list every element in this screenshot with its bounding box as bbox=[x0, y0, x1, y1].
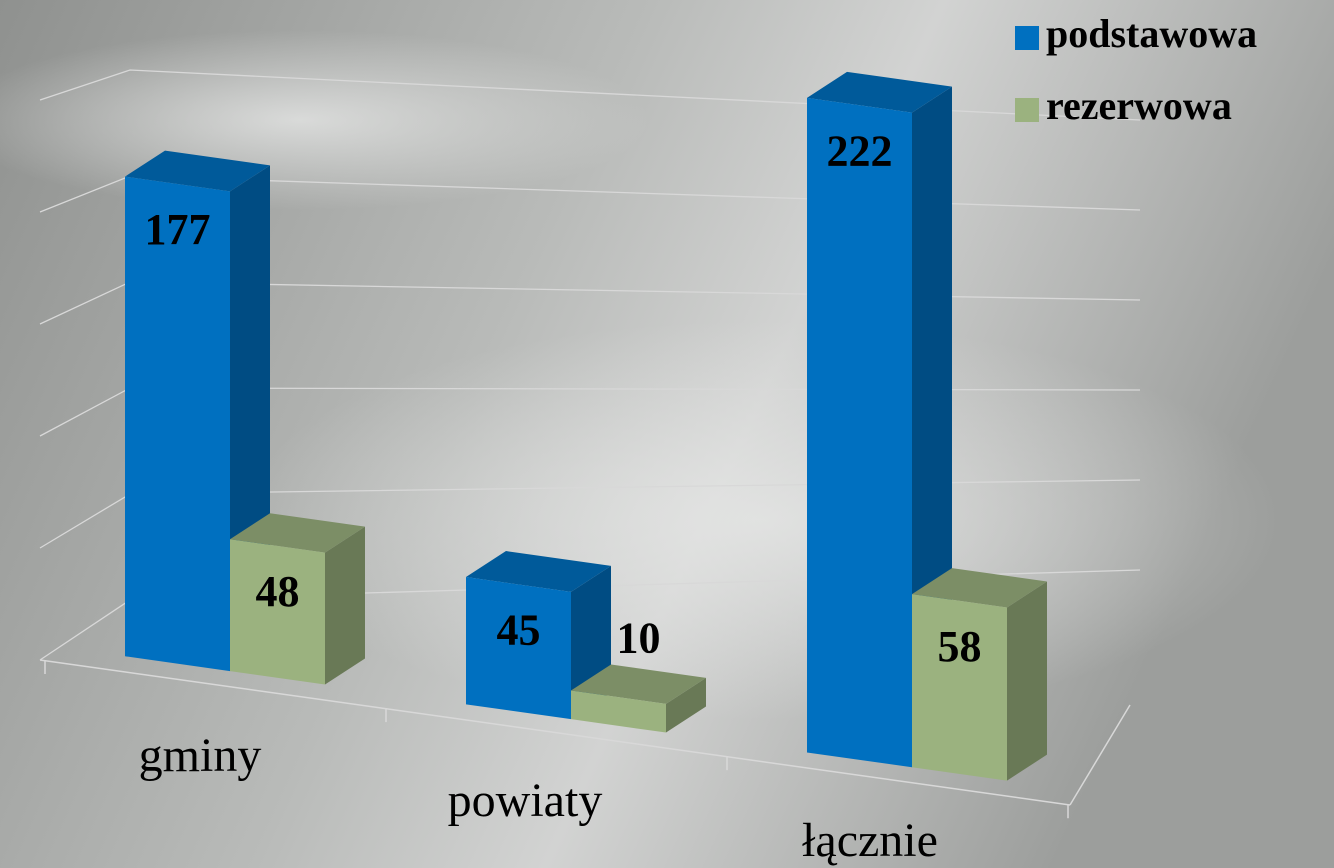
x-tick-label: łącznie bbox=[802, 814, 938, 867]
legend-label: podstawowa bbox=[1046, 11, 1257, 56]
bar-side bbox=[1007, 581, 1047, 780]
data-label: 10 bbox=[617, 613, 661, 662]
data-label: 58 bbox=[938, 622, 982, 671]
legend-swatch bbox=[1015, 98, 1039, 122]
data-label: 48 bbox=[256, 567, 300, 616]
chart: 177 48 gminy 45 10 powiaty 222 58 łącznie podstaw… bbox=[0, 0, 1334, 868]
data-label: 177 bbox=[145, 205, 211, 254]
data-label: 222 bbox=[827, 126, 893, 175]
legend-label: rezerwowa bbox=[1046, 83, 1232, 128]
background-glow bbox=[240, 320, 1280, 720]
x-tick-label: powiaty bbox=[448, 774, 603, 827]
legend-swatch bbox=[1015, 26, 1039, 50]
bar bbox=[807, 98, 912, 767]
bar-side bbox=[325, 527, 365, 685]
data-label: 45 bbox=[497, 606, 541, 655]
x-tick-label: gminy bbox=[139, 729, 262, 782]
